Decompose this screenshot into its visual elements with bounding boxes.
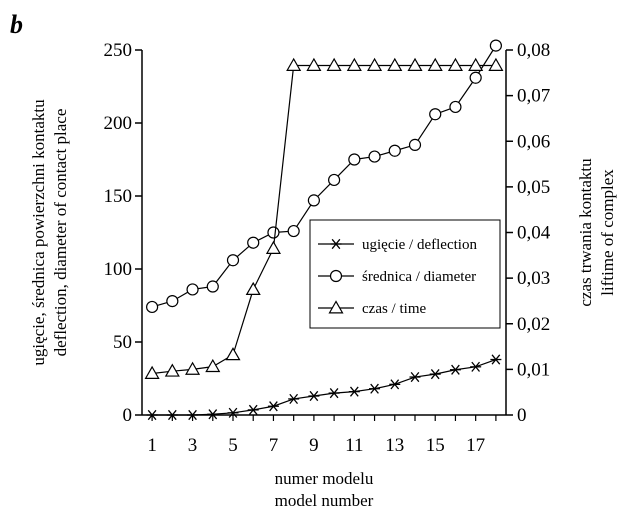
circle-marker [247, 236, 260, 249]
triangle-marker [225, 347, 241, 361]
circle-marker [166, 295, 179, 308]
asterisk-marker [409, 371, 421, 383]
asterisk-marker [288, 393, 300, 405]
legend-label: ugięcie / deflection [362, 237, 477, 253]
circle-marker [307, 194, 320, 207]
asterisk-marker [470, 361, 482, 372]
circle-marker [469, 71, 482, 84]
y-left-tick-label: 250 [104, 40, 133, 61]
asterisk-marker [389, 379, 401, 390]
circle-marker [408, 138, 422, 151]
y-left-tick-label: 100 [104, 259, 133, 280]
x-tick-label: 13 [385, 435, 404, 456]
legend: ugięcie / deflection średnica / diameter c… [309, 219, 501, 329]
y-right-tick-label: 0,01 [517, 359, 550, 380]
asterisk-marker [227, 407, 239, 418]
triangle-marker [205, 358, 221, 373]
x-tick-label: 9 [309, 435, 319, 456]
x-axis-label: numer modelu [275, 469, 374, 488]
asterisk-marker [328, 388, 340, 399]
y-right-tick-label: 0,04 [517, 223, 551, 244]
series [144, 39, 504, 421]
triangle-marker [144, 365, 160, 379]
y-left-tick-label: 150 [104, 186, 133, 207]
legend-label: czas / time [362, 301, 426, 317]
x-axis-label: model number [275, 491, 374, 510]
asterisk-marker [207, 409, 219, 420]
circle-marker [267, 226, 280, 239]
asterisk-marker [187, 409, 199, 421]
asterisk-marker [449, 364, 461, 375]
y-right-tick-label: 0,02 [517, 314, 550, 335]
triangle-marker [265, 240, 281, 254]
triangle-marker [387, 57, 403, 71]
y-right-axis-label: czas trwania kontaktu [576, 158, 595, 307]
axis-labels: numer modelu model number ugięcie, średnic… [29, 99, 617, 510]
triangle-marker [367, 57, 383, 71]
series-asterisk [146, 354, 502, 421]
triangle-marker [185, 361, 201, 375]
triangle-marker [407, 57, 423, 71]
circle-marker [287, 224, 300, 238]
circle-marker [388, 144, 401, 157]
triangle-marker [164, 363, 180, 377]
y-left-tick-label: 200 [104, 113, 133, 134]
triangle-marker [447, 57, 463, 71]
y-left-tick-label: 50 [113, 332, 132, 353]
asterisk-marker [166, 409, 178, 421]
ticks: 0 50 100 150 200 250 0 0,01 0,02 0,03 0,04 0,05 0,06… [104, 40, 551, 456]
series-triangle [144, 57, 504, 379]
y-right-tick-label: 0,03 [517, 268, 550, 289]
circle-marker [449, 100, 462, 114]
triangle-marker [306, 57, 322, 71]
y-left-axis-label: deflection, diameter of contact place [51, 109, 70, 357]
asterisk-marker [429, 369, 441, 380]
triangle-marker [245, 281, 261, 296]
triangle-marker [326, 57, 342, 71]
asterisk-marker [146, 409, 158, 421]
y-right-tick-label: 0,05 [517, 177, 550, 198]
triangle-marker [286, 57, 302, 71]
circle-marker [328, 173, 341, 187]
circle-marker [146, 300, 159, 314]
x-tick-label: 1 [147, 435, 157, 456]
asterisk-marker [330, 238, 342, 250]
x-tick-label: 11 [345, 435, 363, 456]
x-tick-label: 17 [466, 435, 485, 456]
triangle-marker [328, 300, 344, 314]
asterisk-marker [490, 354, 502, 365]
series-circle [146, 39, 502, 314]
asterisk-marker [308, 390, 320, 402]
legend-label: średnica / diameter [362, 269, 476, 285]
asterisk-marker [247, 404, 259, 415]
asterisk-marker [369, 383, 381, 394]
x-tick-label: 15 [426, 435, 445, 456]
triangle-marker [346, 57, 362, 71]
x-tick-label: 7 [269, 435, 279, 456]
y-left-tick-label: 0 [123, 405, 133, 426]
circle-marker [348, 153, 361, 166]
asterisk-marker [348, 386, 360, 397]
triangle-marker [427, 57, 443, 71]
y-right-tick-label: 0,06 [517, 131, 550, 152]
x-tick-label: 5 [228, 435, 238, 456]
y-right-tick-label: 0 [517, 405, 527, 426]
circle-marker [186, 283, 199, 296]
circle-marker [226, 254, 240, 267]
x-tick-label: 3 [188, 435, 198, 456]
circle-marker [329, 269, 343, 283]
triangle-marker [488, 57, 504, 71]
panel-label: b [10, 10, 23, 39]
y-right-tick-label: 0,07 [517, 86, 550, 107]
circle-marker [206, 280, 219, 293]
triangle-marker [468, 57, 484, 71]
circle-marker [489, 39, 502, 52]
circle-marker [429, 108, 442, 121]
circle-marker [368, 150, 381, 163]
y-right-tick-label: 0,08 [517, 40, 550, 61]
asterisk-marker [267, 401, 279, 412]
y-right-axis-label: liftime of complex [598, 169, 617, 296]
y-left-axis-label: ugięcie, średnica powierzchni kontaktu [29, 99, 48, 366]
